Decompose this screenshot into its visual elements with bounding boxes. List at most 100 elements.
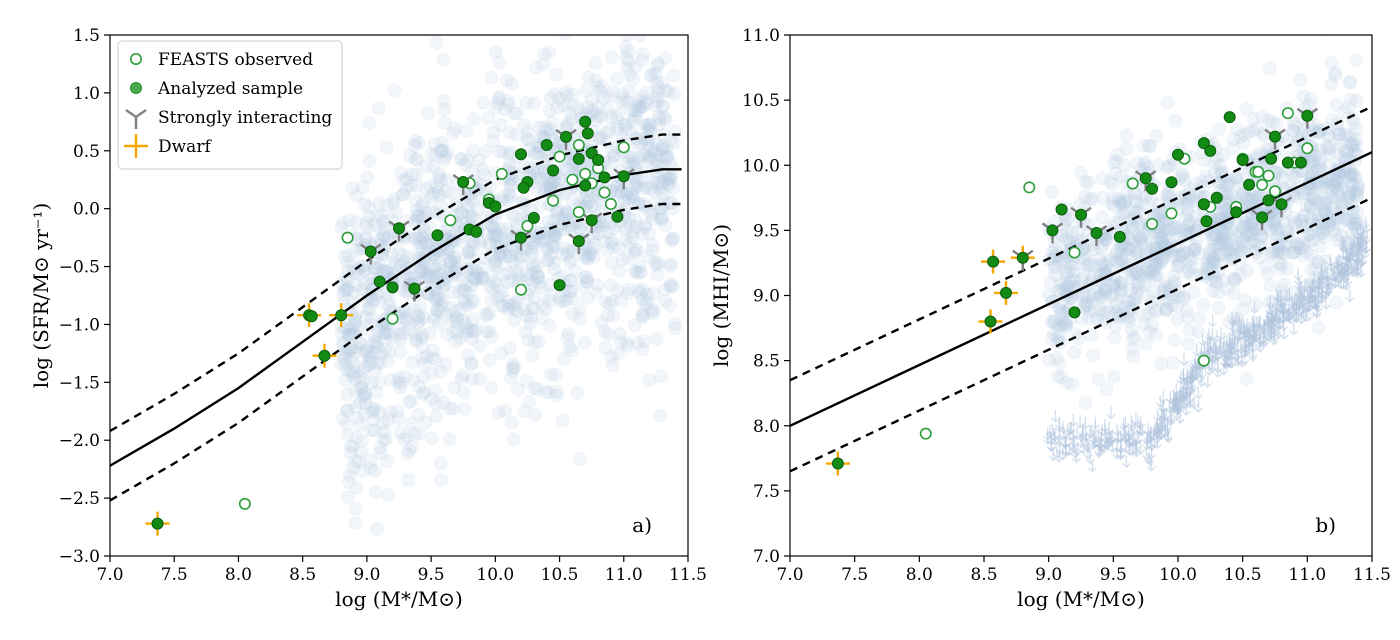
cloud-point xyxy=(1066,264,1081,279)
cloud-point xyxy=(1244,215,1258,230)
cloud-point xyxy=(1299,244,1314,259)
upper-limit-arrow xyxy=(1297,311,1306,325)
cloud-point xyxy=(465,331,480,346)
cloud-point xyxy=(624,189,639,204)
cloud-point xyxy=(354,380,369,395)
cloud-point xyxy=(599,125,614,140)
cloud-point xyxy=(1113,242,1128,257)
analyzed-point xyxy=(1294,156,1307,169)
cloud-point xyxy=(402,395,417,410)
cloud-point xyxy=(434,173,449,188)
cloud-point xyxy=(621,83,636,98)
upper-limit-arrow xyxy=(1050,409,1060,423)
observed-point xyxy=(572,206,585,219)
cloud-point xyxy=(1170,299,1185,314)
upper-limit-arrow xyxy=(1192,343,1202,357)
cloud-point xyxy=(370,521,385,536)
cloud-point xyxy=(527,165,542,180)
cloud-point xyxy=(1148,327,1163,342)
upper-limit-arrow xyxy=(1213,364,1223,378)
cloud-point xyxy=(502,341,517,356)
observed-point xyxy=(521,220,534,233)
cloud-point xyxy=(1250,189,1265,204)
cloud-point xyxy=(437,152,452,167)
cloud-point xyxy=(577,269,592,284)
upper-limit-arrow xyxy=(1188,364,1198,378)
cloud-point xyxy=(1268,220,1283,235)
cloud-point xyxy=(374,208,389,223)
cloud-point xyxy=(368,463,383,478)
cloud-point xyxy=(1054,370,1069,384)
cloud-point xyxy=(1225,222,1239,237)
y-tick-label: −2.0 xyxy=(59,431,100,451)
cloud-point xyxy=(407,426,422,441)
cloud-point xyxy=(510,267,525,282)
cloud-point xyxy=(1290,237,1305,252)
cloud-point xyxy=(1160,95,1175,110)
cloud-point xyxy=(1231,231,1246,245)
upper-limit-arrow xyxy=(1260,318,1270,332)
cloud-point xyxy=(650,58,665,73)
cloud-point xyxy=(1212,246,1226,261)
cloud-point xyxy=(347,364,362,379)
cloud-point xyxy=(529,60,544,75)
cloud-point xyxy=(1105,196,1119,211)
cloud-point xyxy=(587,106,601,121)
cloud-point xyxy=(1330,174,1345,189)
cloud-point xyxy=(377,425,392,440)
cloud-point xyxy=(434,144,449,159)
cloud-point xyxy=(500,275,515,290)
cloud-point xyxy=(379,325,394,340)
cloud-point xyxy=(629,219,644,234)
cloud-point xyxy=(1297,209,1312,224)
cloud-point xyxy=(518,325,533,339)
cloud-point xyxy=(490,96,505,110)
cloud-point xyxy=(1329,97,1344,112)
cloud-point xyxy=(1187,242,1202,257)
cloud-point xyxy=(1139,288,1154,303)
cloud-point xyxy=(649,90,664,105)
cloud-point xyxy=(1327,192,1342,206)
cloud-point xyxy=(359,343,374,358)
cloud-point xyxy=(1119,141,1134,156)
upper-limit-arrow xyxy=(1119,425,1129,439)
cloud-point xyxy=(607,149,621,163)
cloud-point xyxy=(1196,297,1211,312)
cloud-point xyxy=(1236,136,1251,150)
y-tick-label: 0.0 xyxy=(73,200,100,220)
cloud-point xyxy=(1199,169,1213,184)
cloud-point xyxy=(531,269,545,284)
cloud-point xyxy=(1248,297,1263,311)
cloud-point xyxy=(666,181,681,196)
cloud-point xyxy=(420,286,434,301)
upper-limit-arrow xyxy=(1178,391,1187,405)
panel-a-sfr-vs-stellar-mass: 7.0 7.5 8.0 8.5 9.0 9.5 10.0 10.5 11.0 11.5 −3.0−… xyxy=(29,26,707,611)
cloud-point xyxy=(1140,264,1155,279)
cloud-point xyxy=(525,301,540,316)
cloud-point xyxy=(1349,185,1364,200)
cloud-point xyxy=(354,282,369,297)
cloud-point xyxy=(340,387,355,402)
cloud-point xyxy=(643,182,658,196)
cloud-point xyxy=(522,395,537,409)
cloud-point xyxy=(1214,174,1229,189)
cloud-point xyxy=(1052,317,1067,332)
cloud-point xyxy=(1110,147,1124,162)
upper-limit-arrow xyxy=(1283,304,1293,318)
cloud-point xyxy=(1043,275,1058,290)
cloud-point xyxy=(655,157,670,172)
cloud-point xyxy=(1167,333,1182,348)
cloud-point xyxy=(584,92,599,106)
upper-limit-arrow xyxy=(1306,285,1316,299)
cloud-point xyxy=(1166,268,1181,283)
upper-limit-arrow xyxy=(1072,426,1082,440)
cloud-point xyxy=(530,271,545,286)
cloud-point xyxy=(628,59,643,74)
cloud-point xyxy=(399,429,414,444)
cloud-point xyxy=(355,388,370,403)
cloud-point xyxy=(1218,238,1233,253)
cloud-point xyxy=(550,205,564,220)
cloud-point xyxy=(589,113,604,128)
cloud-point xyxy=(346,295,361,310)
cloud-point xyxy=(632,259,647,274)
